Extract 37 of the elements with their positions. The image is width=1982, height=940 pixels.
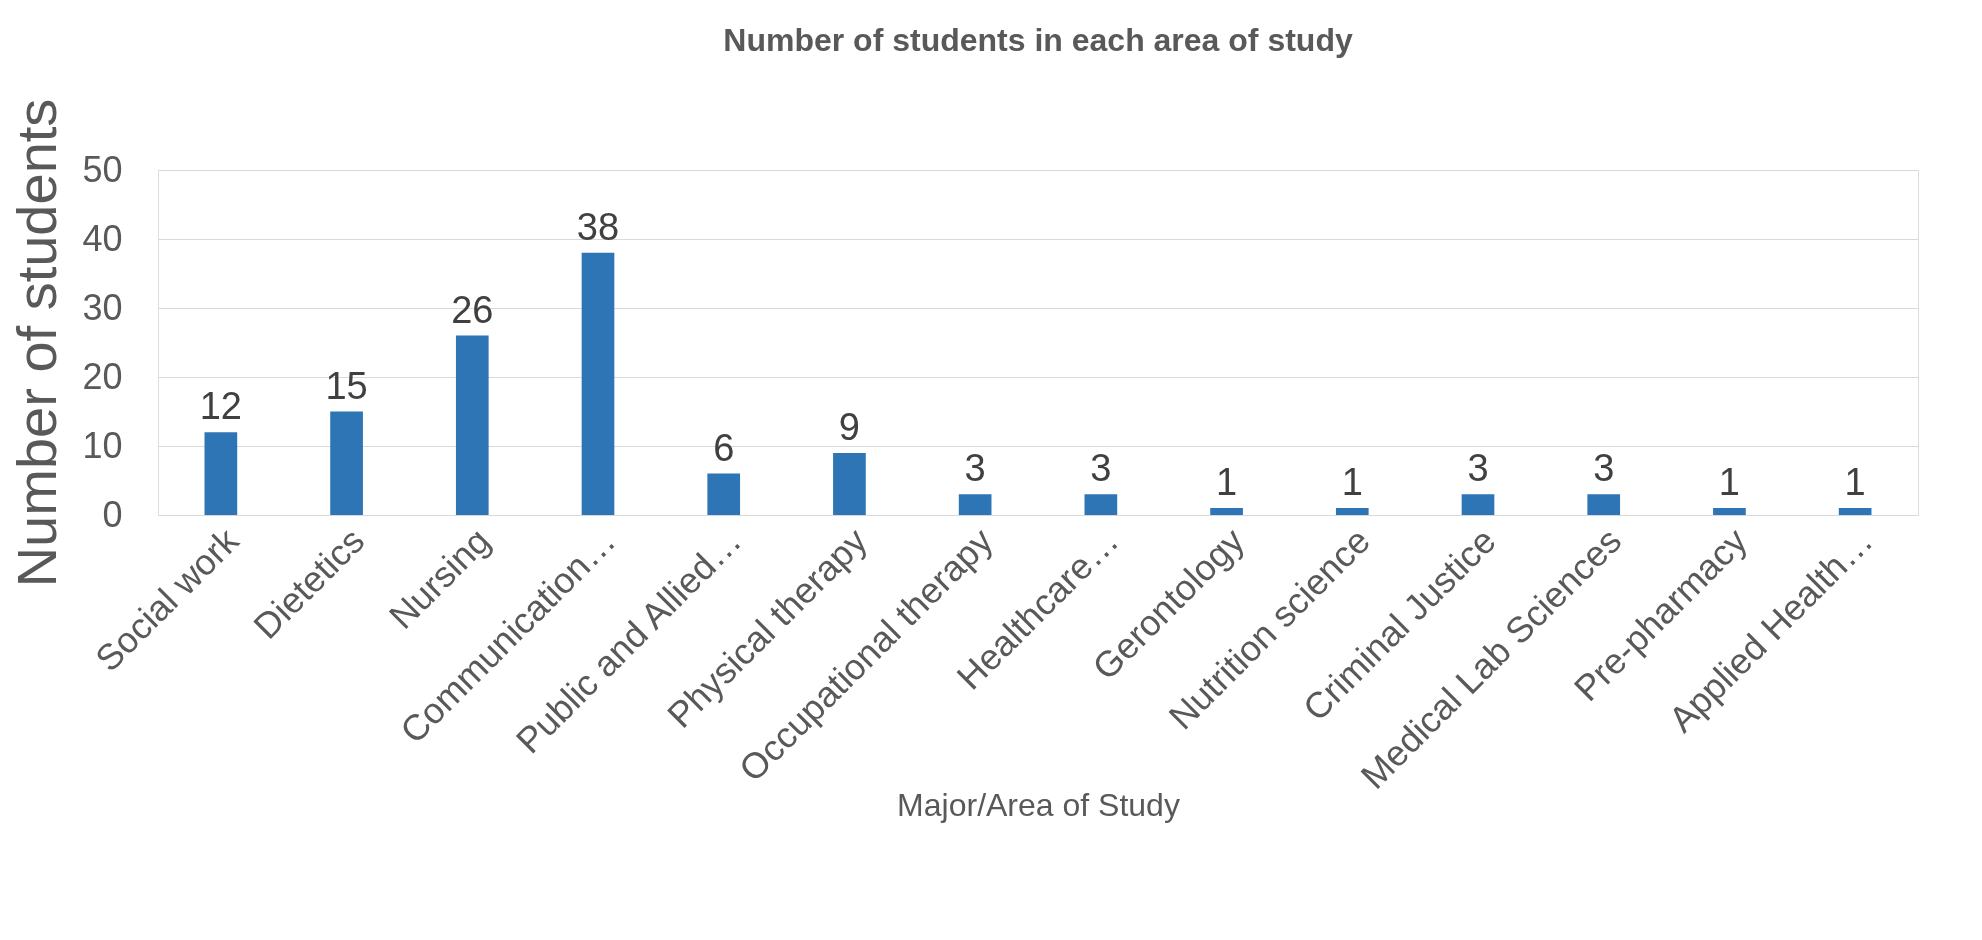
data-label: 38	[576, 205, 620, 248]
data-label: 3	[964, 447, 986, 490]
bar	[1587, 494, 1621, 515]
bar	[330, 411, 363, 515]
data-label: 12	[199, 385, 242, 428]
data-label: 9	[838, 405, 860, 448]
chart-title: Number of students in each area of study	[723, 22, 1353, 59]
bar	[1461, 494, 1495, 515]
bar	[1084, 494, 1118, 515]
y-tick-label: 10	[82, 424, 123, 466]
y-tick-label: 30	[82, 286, 123, 328]
data-label: 3	[1467, 447, 1489, 490]
data-label: 1	[1216, 461, 1238, 504]
bar	[833, 452, 866, 515]
bar	[1838, 508, 1872, 515]
data-label: 3	[1090, 447, 1112, 490]
y-tick-label: 40	[82, 217, 123, 259]
bar	[707, 473, 741, 515]
y-tick-label: 0	[102, 493, 123, 535]
data-label: 1	[1341, 461, 1363, 504]
data-label: 15	[325, 364, 368, 407]
data-label: 26	[451, 288, 494, 331]
bar	[1335, 508, 1369, 515]
x-axis-title: Major/Area of Study	[897, 786, 1180, 823]
bar	[1210, 508, 1243, 515]
data-label: 6	[713, 426, 735, 469]
bar	[1713, 508, 1746, 515]
y-tick-label: 20	[82, 355, 123, 397]
data-label: 1	[1844, 461, 1866, 504]
bar	[581, 252, 615, 515]
data-label: 1	[1718, 461, 1740, 504]
bar	[204, 432, 238, 515]
y-tick-label: 50	[82, 148, 123, 190]
bar	[958, 494, 992, 515]
y-axis-title: Number of students	[5, 98, 69, 588]
bar	[455, 335, 489, 515]
data-label: 3	[1593, 447, 1615, 490]
